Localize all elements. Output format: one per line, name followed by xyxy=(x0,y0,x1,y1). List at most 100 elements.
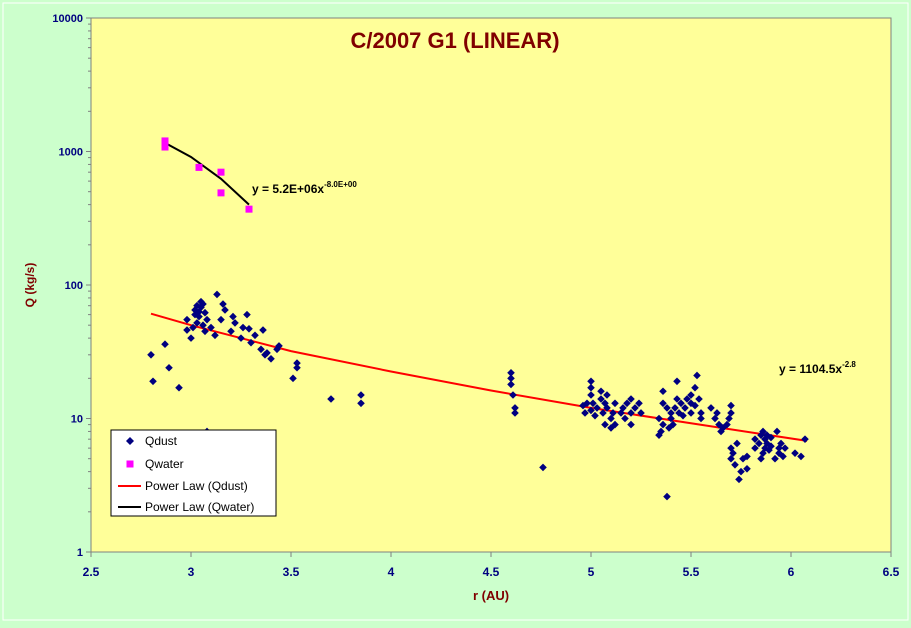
qdust-point xyxy=(261,351,269,359)
legend-marker-qdust xyxy=(126,437,134,445)
qdust-point xyxy=(165,363,173,372)
qdust-point xyxy=(607,414,615,423)
qdust-point xyxy=(715,420,723,429)
qdust-point xyxy=(607,424,615,432)
qdust-point xyxy=(211,331,219,340)
x-tick-label: 3.5 xyxy=(283,565,300,579)
qdust-point xyxy=(259,326,267,334)
qdust-point xyxy=(231,319,239,327)
qdust-point xyxy=(755,439,763,448)
qdust-point xyxy=(775,444,783,452)
qdust-point xyxy=(751,435,759,443)
qdust-point xyxy=(509,391,517,399)
qdust-point xyxy=(251,331,259,340)
qdust-point xyxy=(697,414,705,423)
qwater-point xyxy=(245,205,253,213)
qdust-point xyxy=(293,359,301,367)
qdust-point xyxy=(507,380,515,389)
qwater-point xyxy=(217,189,225,197)
qdust-point xyxy=(149,377,157,386)
x-tick-label: 6 xyxy=(788,565,795,579)
qdust-point xyxy=(655,414,663,423)
qdust-point xyxy=(239,323,247,332)
y-tick-label: 10000 xyxy=(52,13,83,25)
qdust-point xyxy=(263,349,271,357)
qdust-point xyxy=(611,399,619,408)
qdust-point xyxy=(665,424,673,432)
qdust-point xyxy=(671,404,679,412)
x-tick-label: 6.5 xyxy=(883,565,900,579)
qdust-point xyxy=(601,399,609,408)
qdust-point xyxy=(675,409,683,417)
qdust-point xyxy=(603,404,611,412)
qdust-point xyxy=(617,409,625,417)
dust-fit-equation-base: y = 1104.5x xyxy=(779,362,842,376)
chart-title: C/2007 G1 (LINEAR) xyxy=(350,28,559,53)
qdust-point xyxy=(655,431,663,439)
legend-label-qdust: Qdust xyxy=(145,434,178,448)
qdust-point xyxy=(357,391,365,399)
x-tick-label: 4 xyxy=(388,565,395,579)
x-tick-label: 2.5 xyxy=(83,565,100,579)
y-tick-label: 10 xyxy=(71,414,83,426)
qdust-point xyxy=(711,414,719,423)
qdust-point xyxy=(681,404,689,412)
qdust-point xyxy=(207,323,215,332)
qdust-point xyxy=(587,406,595,415)
qdust-point xyxy=(761,444,769,452)
qdust-point xyxy=(669,420,677,429)
qdust-point xyxy=(213,290,221,299)
qdust-point xyxy=(727,409,735,417)
qdust-point xyxy=(219,300,227,308)
qdust-point xyxy=(199,300,207,308)
qdust-point xyxy=(601,420,609,429)
qdust-point xyxy=(623,399,631,408)
qdust-point xyxy=(609,409,617,417)
x-tick-label: 5 xyxy=(588,565,595,579)
qdust-point xyxy=(707,404,715,412)
qdust-point xyxy=(765,446,773,454)
qdust-point xyxy=(193,319,201,327)
qdust-point xyxy=(751,444,759,452)
legend-marker-qwater xyxy=(126,460,134,468)
qdust-point xyxy=(727,454,735,463)
qwater-point xyxy=(195,163,203,171)
qdust-point xyxy=(621,414,629,423)
legend-box xyxy=(110,429,277,517)
qdust-point xyxy=(539,463,547,472)
qdust-point xyxy=(161,340,169,349)
x-axis-label: r (AU) xyxy=(473,588,509,603)
qdust-point xyxy=(227,327,235,336)
water-fit-equation: y = 5.2E+06x-8.0E+00 xyxy=(252,180,357,196)
y-tick-label: 1 xyxy=(77,547,83,559)
qdust-point xyxy=(743,452,751,461)
qdust-point xyxy=(247,338,255,347)
qdust-point xyxy=(693,371,701,380)
qdust-point xyxy=(659,387,667,396)
qdust-point xyxy=(727,444,735,452)
qdust-point xyxy=(673,395,681,403)
qdust-point xyxy=(201,308,209,317)
qdust-point xyxy=(729,449,737,457)
qdust-point xyxy=(735,475,743,484)
qdust-point xyxy=(763,431,771,439)
qdust-point xyxy=(257,345,265,354)
qwater-point xyxy=(161,137,169,145)
qdust-point xyxy=(767,442,775,451)
qdust-point xyxy=(507,374,515,383)
qdust-point xyxy=(667,409,675,417)
qdust-point xyxy=(771,454,779,463)
qdust-point xyxy=(759,427,767,436)
y-tick-label: 1000 xyxy=(59,147,83,159)
qdust-point xyxy=(221,306,229,314)
qdust-point xyxy=(175,383,183,392)
qdust-point xyxy=(275,342,283,350)
water-fit-equation-base: y = 5.2E+06x xyxy=(252,182,324,196)
qdust-point xyxy=(637,409,645,417)
qdust-point xyxy=(779,452,787,461)
dust-power-law-line xyxy=(150,312,808,442)
qdust-point xyxy=(757,431,765,439)
qwater-point xyxy=(217,168,225,176)
qdust-point xyxy=(775,449,783,457)
